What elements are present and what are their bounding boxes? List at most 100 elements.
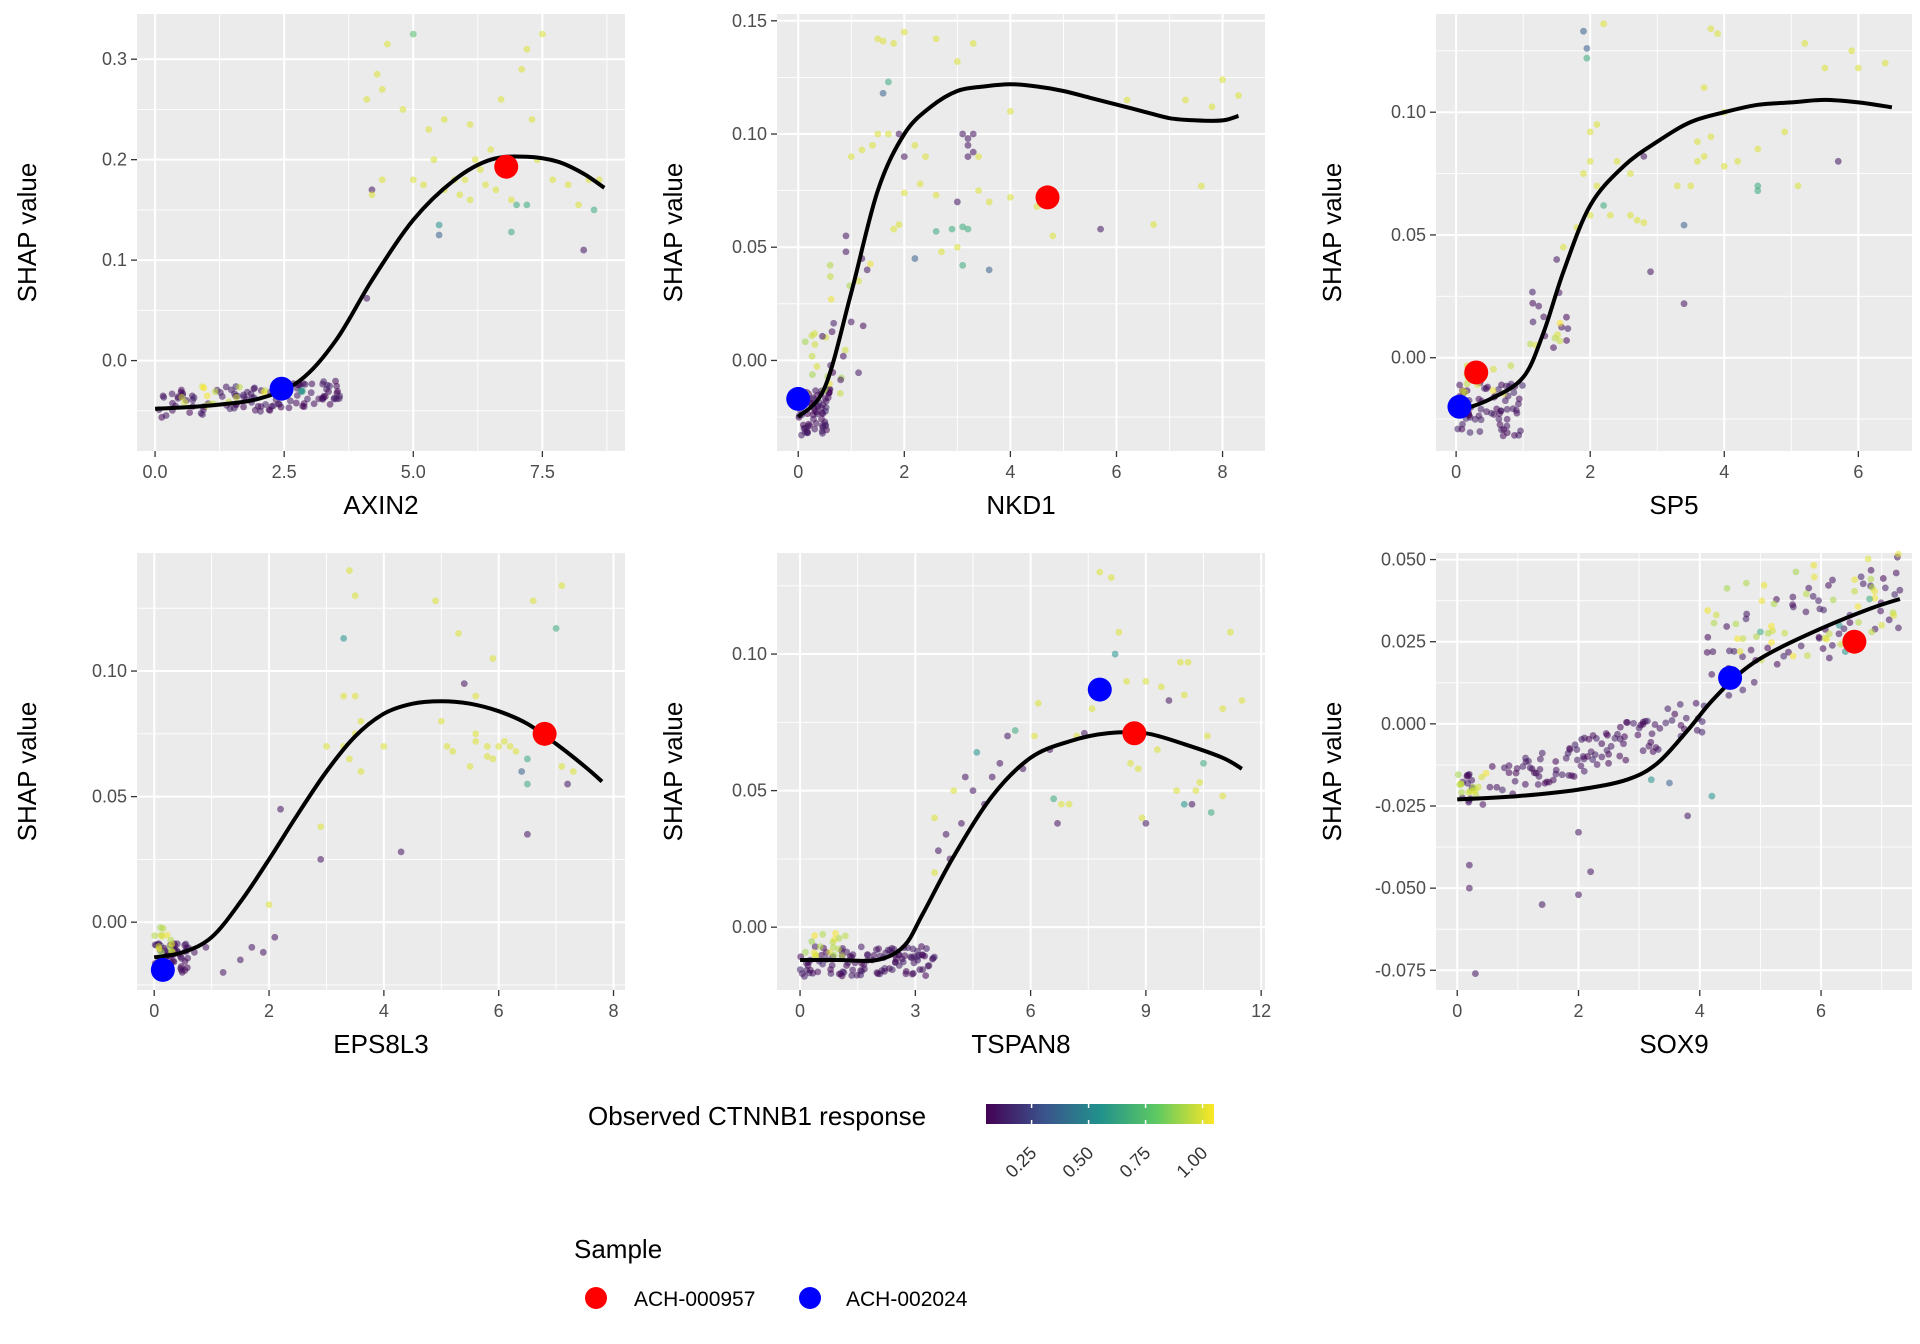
data-point: [492, 186, 500, 194]
data-point: [340, 634, 348, 642]
data-point: [1730, 647, 1738, 655]
data-point: [483, 753, 491, 760]
data-point: [916, 180, 924, 188]
data-point: [802, 948, 809, 956]
x-tick-label: 4: [1695, 1001, 1705, 1021]
data-point: [919, 966, 926, 974]
data-point: [1534, 781, 1542, 788]
data-point: [1517, 427, 1524, 435]
data-point: [1034, 699, 1042, 707]
data-point: [317, 823, 325, 831]
colorbar-title: Observed CTNNB1 response: [588, 1101, 926, 1131]
data-point: [1890, 612, 1898, 619]
data-point: [472, 730, 480, 738]
plot-background: [137, 553, 625, 990]
data-point: [1587, 868, 1595, 876]
data-point: [320, 378, 328, 385]
data-point: [888, 966, 896, 974]
colorbar-tick-labels: 0.25 0.50 0.75 1.00: [1002, 1143, 1212, 1182]
data-point: [1465, 884, 1473, 892]
data-point: [425, 126, 433, 133]
data-point: [1666, 779, 1673, 787]
data-point: [1004, 732, 1011, 740]
data-point: [1586, 211, 1594, 219]
data-point: [1157, 683, 1165, 691]
data-point: [1575, 891, 1582, 899]
data-point: [1878, 621, 1886, 629]
data-point: [1057, 800, 1065, 808]
data-point: [1803, 652, 1811, 659]
data-point: [1564, 325, 1572, 333]
data-point: [804, 422, 812, 430]
data-point: [1671, 710, 1679, 718]
colorbar-gradient: [986, 1104, 1214, 1124]
data-point: [1640, 152, 1648, 160]
data-point: [1511, 432, 1518, 439]
data-point: [1238, 697, 1246, 704]
data-point: [271, 933, 279, 941]
data-point: [900, 189, 908, 197]
data-point: [809, 969, 817, 977]
data-point: [1593, 121, 1601, 128]
data-point: [838, 952, 846, 960]
data-point: [301, 381, 309, 388]
data-point: [1529, 299, 1537, 307]
data-point: [1570, 773, 1578, 780]
data-point: [497, 95, 505, 103]
plot-background: [137, 14, 625, 451]
data-point: [1529, 318, 1537, 326]
x-tick-label: 9: [1141, 1001, 1151, 1021]
colorbar-tick-label: 0.75: [1116, 1143, 1155, 1182]
highlight-ach-000957: [1035, 185, 1060, 210]
data-point: [368, 186, 376, 194]
data-point: [1107, 574, 1115, 581]
data-point: [1627, 170, 1634, 177]
data-point: [1227, 628, 1234, 636]
data-point: [240, 393, 248, 401]
data-points: [1454, 20, 1889, 440]
data-point: [1855, 619, 1862, 626]
data-point: [1725, 691, 1733, 699]
data-point: [824, 394, 832, 401]
data-point: [564, 181, 572, 189]
data-point: [1515, 400, 1522, 408]
data-point: [321, 393, 329, 400]
x-axis-title: TSPAN8: [971, 1029, 1070, 1059]
data-point: [1801, 40, 1809, 47]
sample-label-2: ACH-002024: [846, 1288, 968, 1311]
y-tick-label: 0.00: [732, 350, 767, 370]
data-point: [808, 371, 816, 379]
x-tick-label: 4: [1719, 462, 1729, 482]
data-point: [1219, 705, 1227, 713]
plot-background: [1436, 14, 1912, 451]
data-point: [1123, 96, 1131, 104]
data-point: [1809, 592, 1817, 600]
y-axis-title: SHAP value: [12, 163, 42, 303]
data-point: [1552, 770, 1560, 778]
data-point: [1703, 648, 1711, 656]
data-point: [975, 187, 982, 195]
data-point: [1527, 340, 1534, 348]
sample-key-blue: [799, 1287, 821, 1309]
data-point: [835, 934, 843, 942]
data-point: [973, 748, 981, 756]
data-point: [1682, 714, 1690, 722]
data-point: [1892, 569, 1900, 577]
data-point: [908, 970, 916, 978]
data-point: [1846, 619, 1854, 627]
data-point: [1477, 416, 1485, 424]
data-point: [409, 176, 417, 184]
data-point: [1700, 84, 1708, 92]
data-point: [466, 196, 474, 204]
smooth-fit-line: [1455, 97, 1893, 414]
data-point: [1471, 415, 1479, 423]
data-point: [1552, 758, 1560, 765]
data-point: [849, 966, 857, 974]
data-point: [1607, 742, 1615, 750]
data-point: [855, 369, 862, 377]
data-point: [275, 400, 283, 408]
data-point: [934, 847, 942, 855]
data-point: [811, 932, 819, 939]
x-tick-label: 0: [149, 1001, 159, 1021]
